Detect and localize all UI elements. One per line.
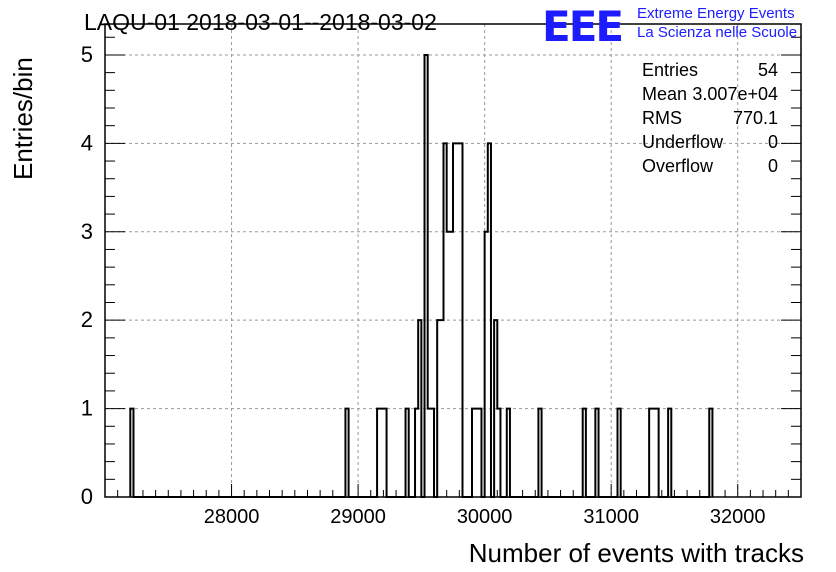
stats-entries-label: Entries	[642, 60, 699, 80]
plot-frame	[104, 23, 802, 498]
stats-underflow-value: 0	[767, 132, 778, 152]
histogram-bin	[652, 409, 655, 497]
x-tick-label: 30000	[457, 506, 513, 528]
stats-rms-label: RMS	[642, 108, 682, 128]
histogram-bin	[428, 409, 431, 497]
stats-row-rms: RMS 770.1	[642, 108, 778, 132]
chart-title: LAQU-01 2018-03-01--2018-03-02	[84, 9, 437, 35]
x-tick-label: 29000	[330, 506, 386, 528]
stats-row-underflow: Underflow 0	[642, 132, 778, 156]
stats-mean-label: Mean	[642, 84, 688, 104]
y-tick-label: 0	[81, 484, 93, 509]
y-tick-label: 4	[81, 130, 93, 155]
y-axis-label: Entries/bin	[8, 57, 38, 180]
stats-underflow-label: Underflow	[642, 132, 724, 152]
stats-row-overflow: Overflow 0	[642, 156, 778, 180]
y-tick-label: 1	[81, 396, 93, 421]
eee-logo-text: Extreme Energy Events La Scienza nelle S…	[637, 4, 797, 42]
stats-overflow-value: 0	[767, 156, 778, 176]
x-axis-label: Number of events with tracks	[468, 538, 804, 568]
stats-row-mean: Mean 3.007e+04	[642, 84, 778, 108]
y-tick-label: 3	[81, 219, 93, 244]
x-tick-label: 32000	[710, 506, 766, 528]
stats-mean-value: 3.007e+04	[692, 84, 778, 104]
histogram-bin	[456, 143, 459, 497]
histogram-bin	[475, 409, 478, 497]
x-tick-label: 28000	[204, 506, 260, 528]
stats-entries-value: 54	[757, 60, 778, 80]
stats-box: Entries 54 Mean 3.007e+04 RMS 770.1 Unde…	[642, 60, 778, 180]
logo-line-1: Extreme Energy Events	[637, 5, 795, 22]
histogram-series	[129, 53, 714, 498]
stats-rms-value: 770.1	[732, 108, 778, 128]
histogram-bin	[447, 232, 450, 497]
logo-line-2: La Scienza nelle Scuole	[637, 24, 798, 41]
stats-row-entries: Entries 54	[642, 60, 778, 84]
y-tick-label: 2	[81, 307, 93, 332]
eee-logo-mark: EEE	[542, 2, 624, 51]
histogram-bin	[450, 232, 453, 497]
x-tick-label: 31000	[583, 506, 639, 528]
histogram-bin	[380, 409, 383, 497]
y-tick-label: 5	[81, 42, 93, 67]
stats-overflow-label: Overflow	[642, 156, 714, 176]
